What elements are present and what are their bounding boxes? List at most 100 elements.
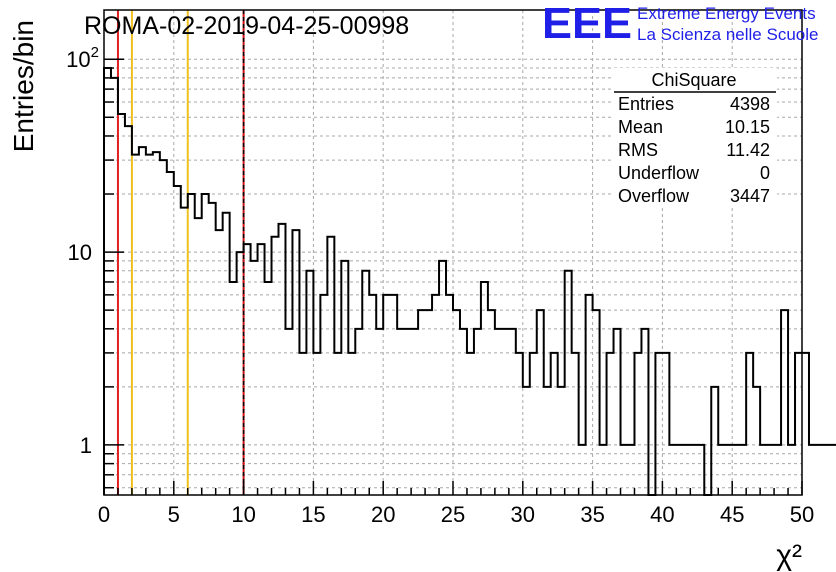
eee-logo: EEE Extreme Energy Events La Scienza nel… — [542, 0, 818, 48]
histogram-bin — [544, 387, 551, 495]
x-tick-label: 35 — [580, 502, 604, 527]
histogram-bin — [641, 329, 648, 495]
y-tick-label: 1 — [80, 433, 92, 458]
histogram-bin — [467, 353, 474, 495]
histogram-bin — [111, 78, 118, 495]
stats-label: Overflow — [618, 186, 690, 206]
histogram-bin — [265, 282, 272, 495]
histogram-bin — [558, 387, 565, 495]
histogram-bin — [607, 353, 614, 495]
x-tick-label: 40 — [650, 502, 674, 527]
stats-box: ChiSquare Entries 4398 Mean 10.15 RMS 11.42 Un… — [611, 68, 777, 208]
histogram-bin — [774, 445, 781, 495]
histogram-bin — [125, 126, 132, 495]
stats-label: Underflow — [618, 163, 700, 183]
x-tick-label: 30 — [511, 502, 535, 527]
x-axis-ticks: 0 5 10 15 20 25 30 35 40 45 50 — [98, 481, 814, 527]
histogram-bin — [655, 353, 662, 495]
stats-label: Mean — [618, 117, 663, 137]
histogram-bin — [209, 203, 216, 495]
x-tick-label: 15 — [301, 502, 325, 527]
histogram-bin — [509, 329, 516, 495]
histogram-bin — [453, 310, 460, 495]
histogram-bin — [739, 445, 746, 495]
histogram-bin — [369, 295, 376, 495]
histogram-bin — [334, 353, 341, 495]
logo-line-1: Extreme Energy Events — [637, 4, 816, 23]
histogram-bin — [662, 353, 669, 495]
histogram-bin — [572, 353, 579, 495]
y-tick-label: 10 — [68, 240, 92, 265]
histogram-bin — [279, 224, 286, 495]
histogram-bin — [516, 353, 523, 495]
histogram-bin — [593, 310, 600, 495]
x-axis-label: χ² — [776, 539, 802, 572]
histogram-bin — [767, 445, 774, 495]
x-tick-label: 10 — [231, 502, 255, 527]
histogram-bin — [614, 329, 621, 495]
histogram-bin — [760, 445, 767, 495]
histogram-bin — [565, 271, 572, 495]
histogram-bin — [690, 445, 697, 495]
x-tick-label: 20 — [371, 502, 395, 527]
histogram-bin — [362, 271, 369, 495]
histogram-bin — [313, 353, 320, 495]
histogram-bin — [251, 261, 258, 495]
histogram-bin — [788, 445, 795, 495]
histogram-bin — [502, 329, 509, 495]
histogram-bin — [634, 353, 641, 495]
histogram-bin — [753, 387, 760, 495]
histogram-bin — [237, 252, 244, 495]
histogram-bin — [411, 329, 418, 495]
stats-label: Entries — [618, 94, 674, 114]
histogram-bin — [230, 282, 237, 495]
stats-value: 3447 — [730, 186, 770, 206]
histogram-bin — [823, 445, 830, 495]
histogram-bin — [272, 237, 279, 495]
histogram-bin — [425, 310, 432, 495]
histogram-bin — [537, 310, 544, 495]
histogram-bin — [223, 213, 230, 495]
stats-label: RMS — [618, 140, 658, 160]
histogram-bin — [530, 353, 537, 495]
stats-value: 11.42 — [726, 140, 770, 160]
x-tick-label: 0 — [98, 502, 110, 527]
histogram-bin — [202, 194, 209, 495]
histogram-bin — [474, 329, 481, 495]
histogram-bin — [711, 387, 718, 495]
histogram-bin — [600, 445, 607, 495]
histogram-bin — [795, 353, 802, 495]
x-tick-label: 5 — [168, 502, 180, 527]
histogram-bin — [167, 172, 174, 495]
histogram-bin — [292, 230, 299, 495]
histogram-bin — [306, 271, 313, 495]
histogram-bin — [376, 329, 383, 495]
histogram-bin — [446, 295, 453, 495]
histogram-bin — [523, 387, 530, 495]
x-tick-label: 50 — [790, 502, 814, 527]
histogram-bin — [579, 445, 586, 495]
histogram-bin — [299, 353, 306, 495]
chart-title: ROMA-02-2019-04-25-00998 — [84, 12, 409, 40]
histogram-bin — [809, 445, 816, 495]
histogram-bin — [327, 237, 334, 495]
histogram-bin — [160, 160, 167, 495]
histogram-bin — [621, 445, 628, 495]
y-axis-label: Entries/bin — [8, 20, 39, 152]
histogram-bin — [258, 244, 265, 495]
histogram-bin — [355, 329, 362, 495]
histogram-bin — [781, 310, 788, 495]
histogram-bin — [216, 230, 223, 495]
histogram-bin — [439, 261, 446, 495]
histogram-bin — [285, 329, 292, 495]
histogram-bin — [153, 152, 160, 495]
histogram-bin — [460, 329, 467, 495]
histogram-bin — [481, 282, 488, 495]
y-axis-ticks: 1 10 102 — [66, 44, 124, 489]
x-tick-label: 45 — [720, 502, 744, 527]
histogram-bin — [146, 155, 153, 495]
histogram-bin — [683, 445, 690, 495]
histogram-bin — [404, 329, 411, 495]
x-tick-label: 25 — [441, 502, 465, 527]
